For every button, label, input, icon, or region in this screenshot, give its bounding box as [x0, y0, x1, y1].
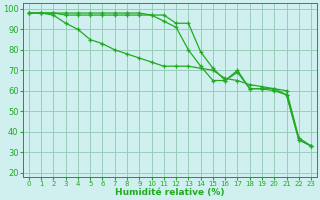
X-axis label: Humidité relative (%): Humidité relative (%) [115, 188, 225, 197]
